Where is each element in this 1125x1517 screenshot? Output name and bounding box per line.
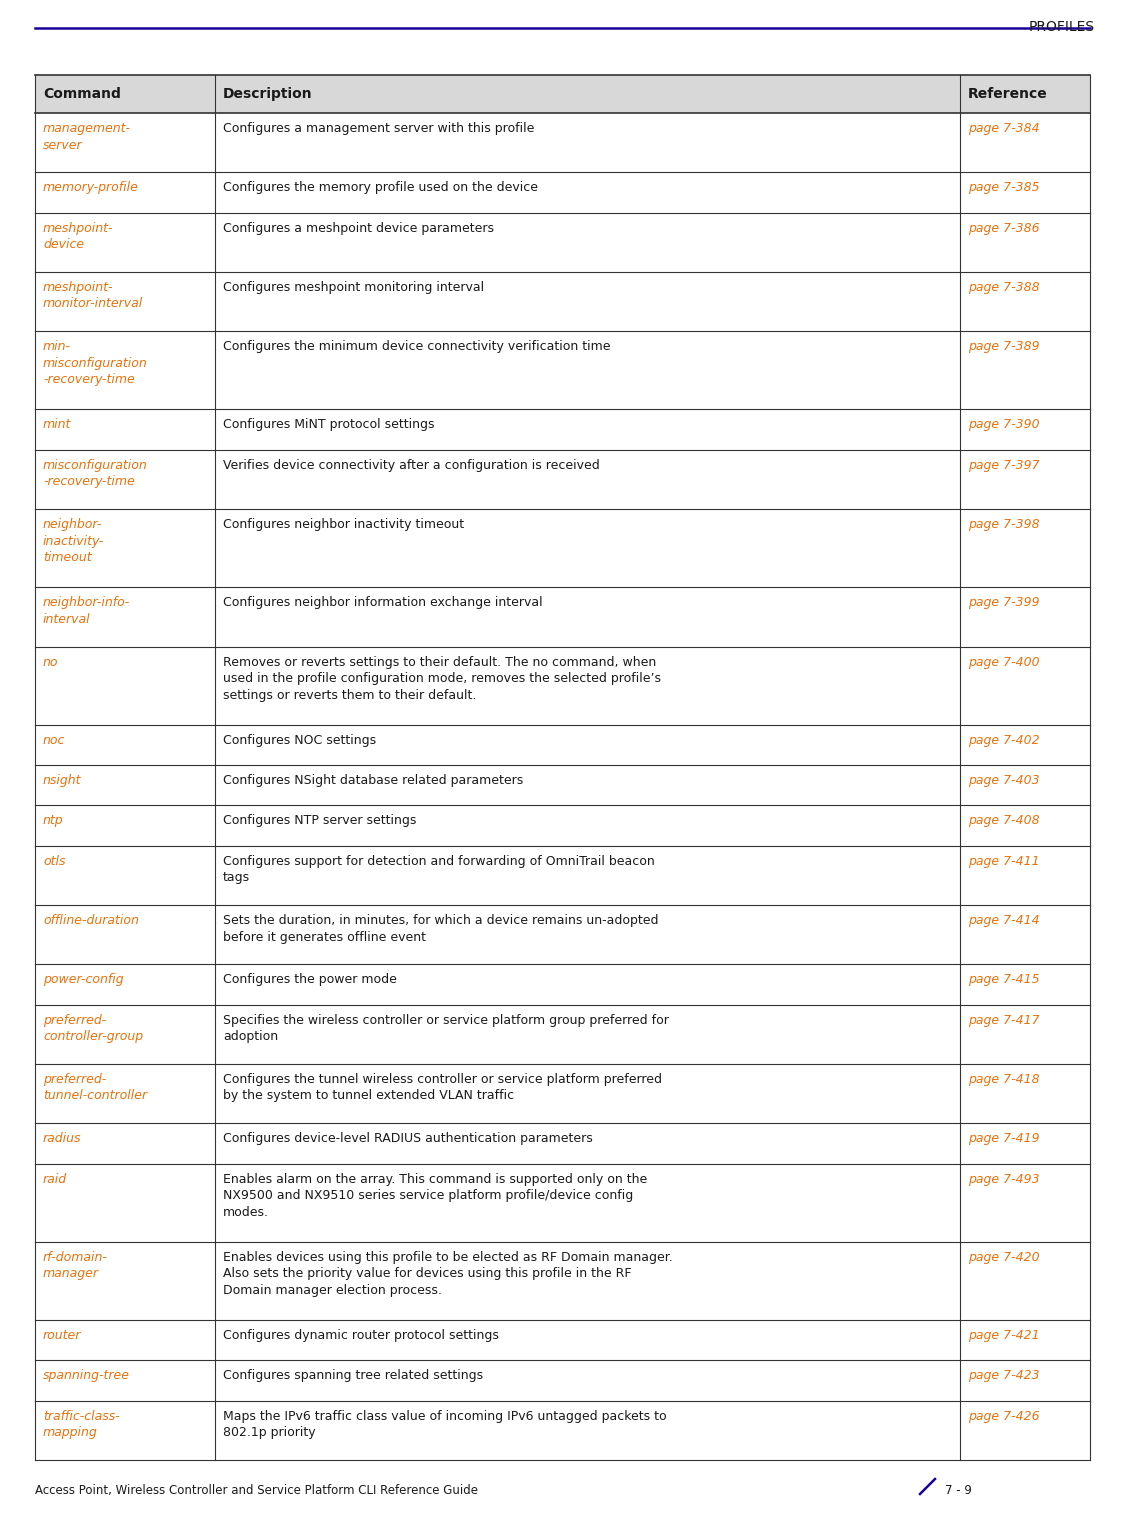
Text: min-
misconfiguration
-recovery-time: min- misconfiguration -recovery-time bbox=[43, 340, 147, 387]
Text: raid: raid bbox=[43, 1173, 68, 1186]
Text: Access Point, Wireless Controller and Service Platform CLI Reference Guide: Access Point, Wireless Controller and Se… bbox=[35, 1484, 478, 1497]
Text: Configures meshpoint monitoring interval: Configures meshpoint monitoring interval bbox=[223, 281, 484, 294]
Text: Removes or reverts settings to their default. The no command, when
used in the p: Removes or reverts settings to their def… bbox=[223, 655, 662, 701]
Text: Specifies the wireless controller or service platform group preferred for
adopti: Specifies the wireless controller or ser… bbox=[223, 1013, 669, 1044]
Text: Configures a management server with this profile: Configures a management server with this… bbox=[223, 121, 534, 135]
Text: Sets the duration, in minutes, for which a device remains un-adopted
before it g: Sets the duration, in minutes, for which… bbox=[223, 915, 658, 944]
Text: meshpoint-
device: meshpoint- device bbox=[43, 221, 114, 252]
Text: Configures neighbor inactivity timeout: Configures neighbor inactivity timeout bbox=[223, 517, 465, 531]
Text: page 7-398: page 7-398 bbox=[968, 517, 1040, 531]
Text: Configures the minimum device connectivity verification time: Configures the minimum device connectivi… bbox=[223, 340, 611, 353]
Text: Configures support for detection and forwarding of OmniTrail beacon
tags: Configures support for detection and for… bbox=[223, 854, 655, 884]
Text: page 7-386: page 7-386 bbox=[968, 221, 1040, 235]
Text: page 7-390: page 7-390 bbox=[968, 419, 1040, 431]
Bar bbox=[35, 74, 1090, 112]
Text: 7 - 9: 7 - 9 bbox=[945, 1484, 972, 1497]
Text: router: router bbox=[43, 1329, 81, 1343]
Text: memory-profile: memory-profile bbox=[43, 182, 138, 194]
Text: Description: Description bbox=[223, 86, 313, 102]
Text: page 7-403: page 7-403 bbox=[968, 774, 1040, 787]
Text: traffic-class-
mapping: traffic-class- mapping bbox=[43, 1409, 119, 1440]
Text: Configures NSight database related parameters: Configures NSight database related param… bbox=[223, 774, 523, 787]
Text: mint: mint bbox=[43, 419, 71, 431]
Text: page 7-414: page 7-414 bbox=[968, 915, 1040, 927]
Text: page 7-411: page 7-411 bbox=[968, 854, 1040, 868]
Text: Command: Command bbox=[43, 86, 120, 102]
Text: misconfiguration
-recovery-time: misconfiguration -recovery-time bbox=[43, 458, 147, 488]
Text: page 7-402: page 7-402 bbox=[968, 734, 1040, 746]
Text: page 7-418: page 7-418 bbox=[968, 1073, 1040, 1086]
Text: page 7-417: page 7-417 bbox=[968, 1013, 1040, 1027]
Text: Configures device-level RADIUS authentication parameters: Configures device-level RADIUS authentic… bbox=[223, 1132, 593, 1145]
Text: Configures NTP server settings: Configures NTP server settings bbox=[223, 815, 416, 827]
Text: Configures the power mode: Configures the power mode bbox=[223, 974, 397, 986]
Text: page 7-423: page 7-423 bbox=[968, 1370, 1040, 1382]
Text: noc: noc bbox=[43, 734, 65, 746]
Text: radius: radius bbox=[43, 1132, 81, 1145]
Text: page 7-426: page 7-426 bbox=[968, 1409, 1040, 1423]
Text: nsight: nsight bbox=[43, 774, 81, 787]
Text: neighbor-
inactivity-
timeout: neighbor- inactivity- timeout bbox=[43, 517, 105, 564]
Text: Configures spanning tree related settings: Configures spanning tree related setting… bbox=[223, 1370, 483, 1382]
Text: preferred-
controller-group: preferred- controller-group bbox=[43, 1013, 143, 1044]
Text: page 7-419: page 7-419 bbox=[968, 1132, 1040, 1145]
Text: power-config: power-config bbox=[43, 974, 124, 986]
Text: Configures dynamic router protocol settings: Configures dynamic router protocol setti… bbox=[223, 1329, 498, 1343]
Text: page 7-397: page 7-397 bbox=[968, 458, 1040, 472]
Text: Enables alarm on the array. This command is supported only on the
NX9500 and NX9: Enables alarm on the array. This command… bbox=[223, 1173, 647, 1218]
Text: Configures NOC settings: Configures NOC settings bbox=[223, 734, 376, 746]
Text: Configures MiNT protocol settings: Configures MiNT protocol settings bbox=[223, 419, 434, 431]
Text: rf-domain-
manager: rf-domain- manager bbox=[43, 1252, 108, 1280]
Text: Enables devices using this profile to be elected as RF Domain manager.
Also sets: Enables devices using this profile to be… bbox=[223, 1252, 673, 1297]
Text: PROFILES: PROFILES bbox=[1029, 20, 1095, 33]
Text: page 7-420: page 7-420 bbox=[968, 1252, 1040, 1264]
Text: Configures neighbor information exchange interval: Configures neighbor information exchange… bbox=[223, 596, 542, 610]
Text: page 7-388: page 7-388 bbox=[968, 281, 1040, 294]
Text: Maps the IPv6 traffic class value of incoming IPv6 untagged packets to
802.1p pr: Maps the IPv6 traffic class value of inc… bbox=[223, 1409, 667, 1440]
Text: Verifies device connectivity after a configuration is received: Verifies device connectivity after a con… bbox=[223, 458, 600, 472]
Text: management-
server: management- server bbox=[43, 121, 130, 152]
Text: Configures a meshpoint device parameters: Configures a meshpoint device parameters bbox=[223, 221, 494, 235]
Text: neighbor-info-
interval: neighbor-info- interval bbox=[43, 596, 130, 627]
Text: offline-duration: offline-duration bbox=[43, 915, 138, 927]
Text: page 7-400: page 7-400 bbox=[968, 655, 1040, 669]
Text: page 7-389: page 7-389 bbox=[968, 340, 1040, 353]
Text: ntp: ntp bbox=[43, 815, 64, 827]
Text: page 7-421: page 7-421 bbox=[968, 1329, 1040, 1343]
Text: otls: otls bbox=[43, 854, 65, 868]
Text: no: no bbox=[43, 655, 58, 669]
Text: Configures the memory profile used on the device: Configures the memory profile used on th… bbox=[223, 182, 538, 194]
Text: page 7-399: page 7-399 bbox=[968, 596, 1040, 610]
Text: Reference: Reference bbox=[968, 86, 1047, 102]
Text: page 7-408: page 7-408 bbox=[968, 815, 1040, 827]
Text: meshpoint-
monitor-interval: meshpoint- monitor-interval bbox=[43, 281, 143, 311]
Text: page 7-384: page 7-384 bbox=[968, 121, 1040, 135]
Text: page 7-385: page 7-385 bbox=[968, 182, 1040, 194]
Text: spanning-tree: spanning-tree bbox=[43, 1370, 130, 1382]
Text: page 7-493: page 7-493 bbox=[968, 1173, 1040, 1186]
Text: preferred-
tunnel-controller: preferred- tunnel-controller bbox=[43, 1073, 147, 1103]
Text: Configures the tunnel wireless controller or service platform preferred
by the s: Configures the tunnel wireless controlle… bbox=[223, 1073, 662, 1103]
Text: page 7-415: page 7-415 bbox=[968, 974, 1040, 986]
